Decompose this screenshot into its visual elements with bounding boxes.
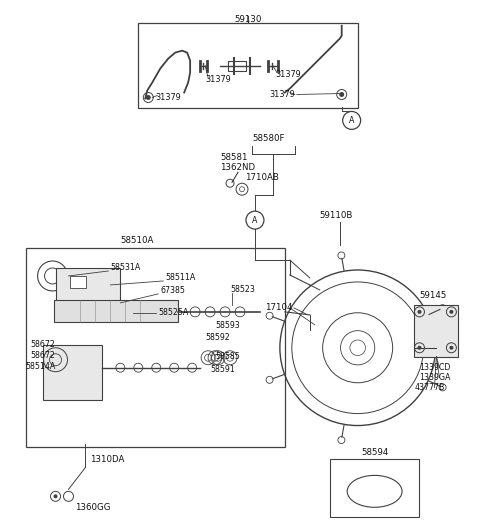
Circle shape xyxy=(449,346,454,350)
Text: 58511A: 58511A xyxy=(165,273,195,282)
Text: 1339GA: 1339GA xyxy=(420,373,451,382)
Text: 58672: 58672 xyxy=(31,340,56,350)
Text: 58592: 58592 xyxy=(205,333,230,342)
FancyBboxPatch shape xyxy=(330,460,420,517)
Text: 17104: 17104 xyxy=(265,303,292,312)
Text: 31379: 31379 xyxy=(155,93,181,102)
FancyBboxPatch shape xyxy=(228,61,246,71)
FancyBboxPatch shape xyxy=(56,268,120,303)
Circle shape xyxy=(54,494,58,498)
Text: A: A xyxy=(349,116,354,125)
FancyBboxPatch shape xyxy=(415,305,458,357)
Circle shape xyxy=(339,92,344,97)
Text: 67385: 67385 xyxy=(160,286,185,295)
Text: 58514A: 58514A xyxy=(25,362,56,371)
Text: 1362ND: 1362ND xyxy=(220,163,255,172)
Text: 58591: 58591 xyxy=(210,365,235,374)
Text: 58672: 58672 xyxy=(31,351,56,360)
Circle shape xyxy=(146,95,151,100)
Text: A: A xyxy=(252,215,258,225)
Text: 1710AB: 1710AB xyxy=(245,173,279,182)
Text: 58525A: 58525A xyxy=(158,309,189,318)
Text: 58523: 58523 xyxy=(230,286,255,294)
FancyBboxPatch shape xyxy=(54,300,178,322)
Circle shape xyxy=(418,310,421,314)
FancyBboxPatch shape xyxy=(138,23,358,109)
Text: 43777B: 43777B xyxy=(415,383,445,392)
Text: 1339CD: 1339CD xyxy=(420,363,451,372)
FancyBboxPatch shape xyxy=(25,248,285,447)
Circle shape xyxy=(418,346,421,350)
Text: 59130: 59130 xyxy=(234,15,262,24)
Text: 58593: 58593 xyxy=(215,321,240,330)
Text: 58581: 58581 xyxy=(220,153,248,162)
Text: 59145: 59145 xyxy=(420,292,447,301)
Text: 1310DA: 1310DA xyxy=(90,455,125,464)
FancyBboxPatch shape xyxy=(71,276,86,288)
Text: 58510A: 58510A xyxy=(120,236,154,245)
Text: 58580F: 58580F xyxy=(252,134,285,143)
Text: 59110B: 59110B xyxy=(320,211,353,220)
Text: 58531A: 58531A xyxy=(110,263,141,272)
Text: 58585: 58585 xyxy=(215,352,240,361)
Text: 1360GG: 1360GG xyxy=(75,503,111,512)
Text: 31379: 31379 xyxy=(275,70,300,79)
Text: 58594: 58594 xyxy=(361,448,388,457)
Circle shape xyxy=(449,310,454,314)
Text: 31379: 31379 xyxy=(269,90,295,99)
FancyBboxPatch shape xyxy=(43,345,102,400)
Text: 31379: 31379 xyxy=(205,75,231,84)
